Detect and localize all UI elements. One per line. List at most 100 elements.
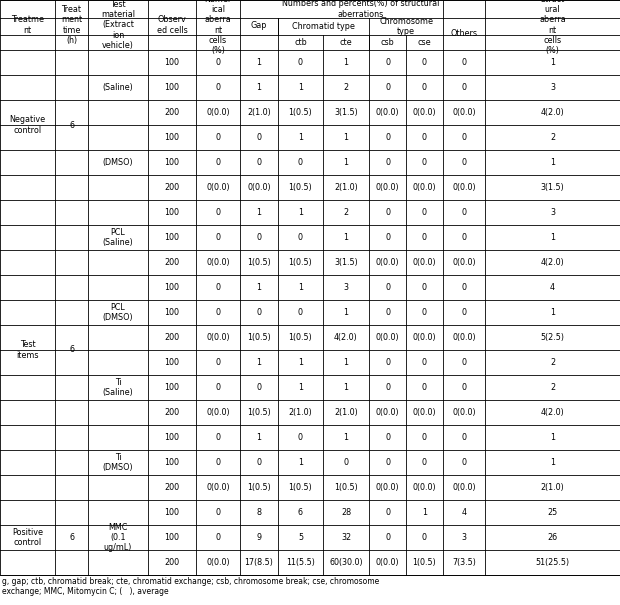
Text: 1: 1 [343, 383, 348, 392]
Text: 0(0.0): 0(0.0) [376, 258, 399, 267]
Text: 0: 0 [385, 533, 390, 542]
Text: Ti
(Saline): Ti (Saline) [103, 378, 133, 397]
Text: 1: 1 [257, 283, 262, 292]
Text: 0: 0 [216, 383, 221, 392]
Text: 1: 1 [257, 433, 262, 442]
Text: (Saline): (Saline) [103, 83, 133, 92]
Text: 1: 1 [550, 433, 555, 442]
Text: 0: 0 [216, 133, 221, 142]
Text: 1: 1 [550, 158, 555, 167]
Text: 2(1.0): 2(1.0) [289, 408, 312, 417]
Text: 0: 0 [216, 283, 221, 292]
Text: 100: 100 [164, 283, 180, 292]
Text: 0: 0 [422, 358, 427, 367]
Text: 4(2.0): 4(2.0) [541, 258, 564, 267]
Text: 3: 3 [550, 83, 555, 92]
Text: 1: 1 [298, 133, 303, 142]
Text: 0(0.0): 0(0.0) [452, 333, 476, 342]
Text: 1: 1 [550, 233, 555, 242]
Text: 25: 25 [547, 508, 557, 517]
Text: 2(1.0): 2(1.0) [334, 183, 358, 192]
Text: 100: 100 [164, 83, 180, 92]
Text: PCL
(Saline): PCL (Saline) [103, 228, 133, 247]
Text: 0: 0 [298, 308, 303, 317]
Text: 1(0.5): 1(0.5) [413, 558, 436, 567]
Text: cse: cse [418, 38, 432, 47]
Text: 2: 2 [550, 383, 555, 392]
Text: 0: 0 [422, 533, 427, 542]
Text: 1: 1 [257, 208, 262, 217]
Text: Test
material
(Extract
ion
vehicle): Test material (Extract ion vehicle) [101, 0, 135, 50]
Text: 8: 8 [257, 508, 262, 517]
Text: 0: 0 [216, 358, 221, 367]
Text: 4(2.0): 4(2.0) [334, 333, 358, 342]
Text: 0(0.0): 0(0.0) [452, 183, 476, 192]
Text: Treatme
nt: Treatme nt [11, 15, 44, 34]
Text: 0: 0 [257, 458, 262, 467]
Text: 0(0.0): 0(0.0) [413, 108, 436, 117]
Text: 0: 0 [422, 458, 427, 467]
Text: 2: 2 [343, 83, 348, 92]
Text: 0(0.0): 0(0.0) [452, 108, 476, 117]
Text: 3: 3 [461, 533, 466, 542]
Text: 0(0.0): 0(0.0) [452, 483, 476, 492]
Text: 0: 0 [422, 158, 427, 167]
Text: 1: 1 [343, 433, 348, 442]
Text: 0: 0 [385, 433, 390, 442]
Text: ctb: ctb [294, 38, 307, 47]
Text: 1(0.5): 1(0.5) [289, 333, 312, 342]
Text: 1: 1 [257, 358, 262, 367]
Text: 0: 0 [216, 233, 221, 242]
Text: 0: 0 [461, 83, 466, 92]
Text: PCL
(DMSO): PCL (DMSO) [103, 302, 133, 322]
Text: 1(0.5): 1(0.5) [289, 483, 312, 492]
Text: 0(0.0): 0(0.0) [376, 408, 399, 417]
Text: (DMSO): (DMSO) [103, 158, 133, 167]
Text: 100: 100 [164, 308, 180, 317]
Text: 0: 0 [461, 458, 466, 467]
Text: 1(0.5): 1(0.5) [247, 333, 271, 342]
Text: 0: 0 [461, 208, 466, 217]
Text: 1: 1 [298, 358, 303, 367]
Text: 3(1.5): 3(1.5) [541, 183, 564, 192]
Text: 0: 0 [461, 158, 466, 167]
Text: 0: 0 [461, 283, 466, 292]
Text: 0: 0 [422, 383, 427, 392]
Text: 1: 1 [343, 358, 348, 367]
Text: 0: 0 [422, 58, 427, 67]
Text: 100: 100 [164, 533, 180, 542]
Text: 6: 6 [69, 120, 74, 129]
Text: 0(0.0): 0(0.0) [247, 183, 271, 192]
Text: 0: 0 [216, 83, 221, 92]
Text: 1: 1 [550, 308, 555, 317]
Text: 2(1.0): 2(1.0) [334, 408, 358, 417]
Text: 200: 200 [164, 333, 180, 342]
Text: 3(1.5): 3(1.5) [334, 108, 358, 117]
Text: Numer
ical
aberra
nt
cells
(%): Numer ical aberra nt cells (%) [205, 0, 232, 56]
Text: 0: 0 [257, 308, 262, 317]
Text: 0(0.0): 0(0.0) [206, 258, 230, 267]
Text: 51(25.5): 51(25.5) [536, 558, 570, 567]
Text: 200: 200 [164, 183, 180, 192]
Text: 0(0.0): 0(0.0) [376, 333, 399, 342]
Text: 0: 0 [385, 233, 390, 242]
Text: 200: 200 [164, 258, 180, 267]
Text: 0: 0 [461, 308, 466, 317]
Text: 0: 0 [461, 433, 466, 442]
Text: 1: 1 [298, 83, 303, 92]
Text: 0(0.0): 0(0.0) [206, 108, 230, 117]
Text: 0: 0 [385, 508, 390, 517]
Text: 0: 0 [461, 133, 466, 142]
Text: 0(0.0): 0(0.0) [206, 408, 230, 417]
Text: 0: 0 [298, 158, 303, 167]
Text: 17(8.5): 17(8.5) [244, 558, 273, 567]
Text: Numbers and percents(%) of structural
aberrations: Numbers and percents(%) of structural ab… [282, 0, 439, 19]
Text: 1(0.5): 1(0.5) [289, 108, 312, 117]
Text: 0(0.0): 0(0.0) [206, 183, 230, 192]
Text: 100: 100 [164, 458, 180, 467]
Text: 200: 200 [164, 108, 180, 117]
Text: 1(0.5): 1(0.5) [289, 183, 312, 192]
Text: 1: 1 [550, 458, 555, 467]
Text: 1: 1 [343, 233, 348, 242]
Text: 1: 1 [257, 83, 262, 92]
